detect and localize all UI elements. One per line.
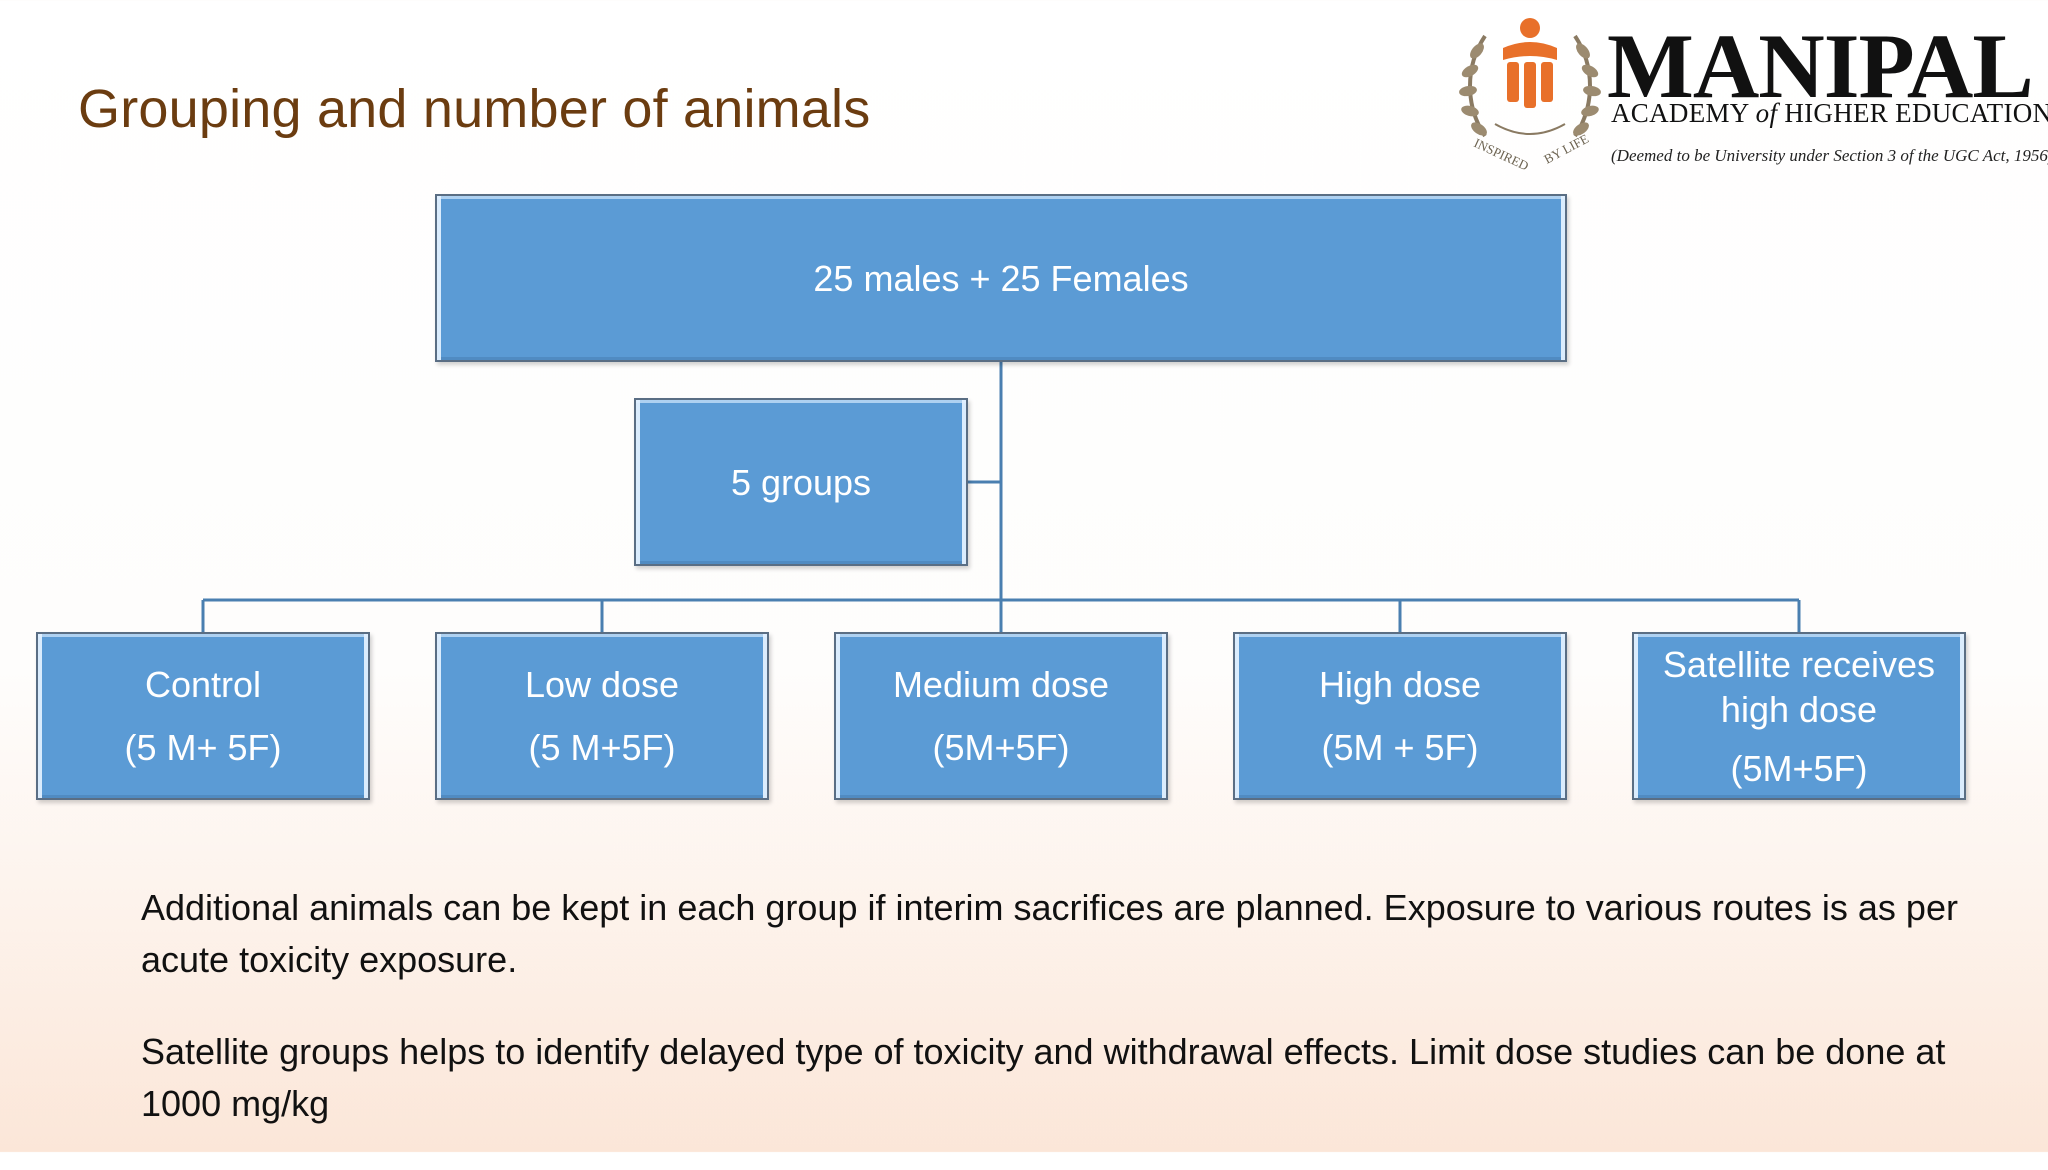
group-name-line-2: high dose [1720, 688, 1878, 730]
org-root-node: 25 males + 25 Females [435, 194, 1567, 362]
logo-name: MANIPAL [1607, 15, 2034, 117]
manipal-emblem-icon: INSPIRED BY LIFE [1459, 18, 1601, 173]
group-name: High dose [1318, 664, 1482, 705]
logo-subtitle: ACADEMY of HIGHER EDUCATION [1611, 98, 2048, 129]
group-name: Low dose [524, 664, 680, 705]
group-count: (5M+5F) [932, 727, 1070, 768]
note-paragraph: Additional animals can be kept in each g… [141, 887, 1958, 980]
group-count: (5M+5F) [1730, 747, 1868, 789]
root-label: 25 males + 25 Females [813, 257, 1189, 299]
group-name: Control [144, 664, 262, 705]
logo-note: (Deemed to be University under Section 3… [1611, 146, 2048, 165]
group-node-medium-dose: Medium dose (5M+5F) [834, 632, 1168, 800]
notes: Additional animals can be kept in each g… [141, 882, 1991, 1170]
org-assistant-node: 5 groups [634, 398, 968, 566]
logo-subtitle-of: of [1755, 98, 1778, 128]
group-count: (5M + 5F) [1321, 727, 1479, 768]
note-paragraph: Satellite groups helps to identify delay… [141, 1031, 1946, 1124]
group-name-line-1: Satellite receives [1662, 643, 1936, 685]
svg-text:INSPIRED: INSPIRED [1472, 135, 1531, 173]
institution-logo: INSPIRED BY LIFE MANIPAL ACADEMY of HIGH… [1455, 6, 2048, 196]
group-node-control: Control (5 M+ 5F) [36, 632, 370, 800]
svg-text:BY LIFE: BY LIFE [1541, 131, 1591, 167]
group-node-satellite: Satellite receives high dose (5M+5F) [1632, 632, 1966, 800]
assistant-label: 5 groups [730, 461, 872, 503]
group-node-low-dose: Low dose (5 M+5F) [435, 632, 769, 800]
group-count: (5 M+ 5F) [124, 727, 282, 768]
group-node-high-dose: High dose (5M + 5F) [1233, 632, 1567, 800]
slide-title: Grouping and number of animals [78, 79, 871, 139]
logo-subtitle-prefix: ACADEMY [1611, 98, 1756, 128]
group-name: Medium dose [892, 664, 1110, 705]
group-count: (5 M+5F) [528, 727, 676, 768]
logo-subtitle-suffix: HIGHER EDUCATION [1777, 98, 2048, 128]
